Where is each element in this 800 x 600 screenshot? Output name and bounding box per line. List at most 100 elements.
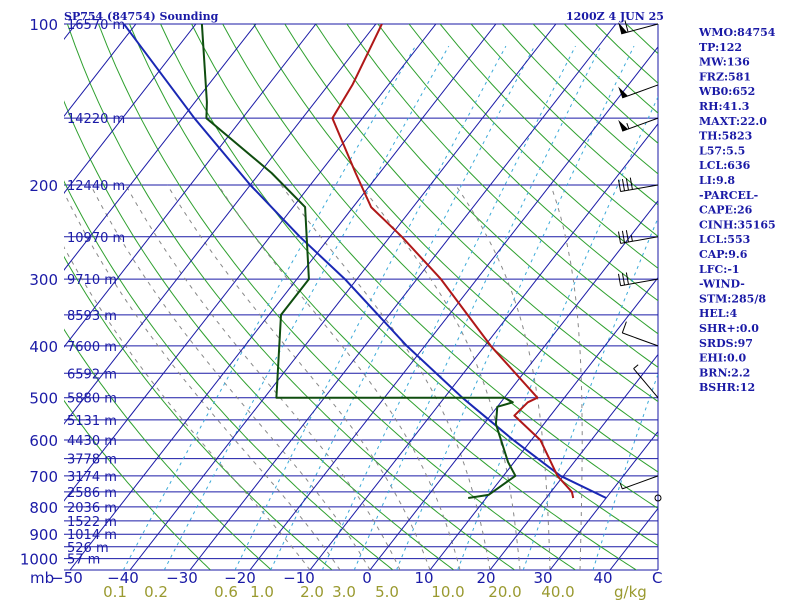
pressure-tick-label: 600 <box>29 432 58 450</box>
height-label: 4430 m <box>67 434 117 449</box>
temperature-tick-label: 20 <box>476 569 495 587</box>
moist-adiabat <box>64 191 341 570</box>
dry-adiabat <box>66 24 515 570</box>
height-label: 9710 m <box>67 273 117 288</box>
mixing-ratio-tick-label: 20.0 <box>488 583 521 600</box>
height-label: 12440 m <box>67 179 125 194</box>
height-label: 2036 m <box>67 501 117 516</box>
height-label: 1014 m <box>67 528 117 543</box>
temperature-tick-label: 40 <box>593 569 612 587</box>
barb-full <box>629 177 633 190</box>
wind-barb <box>618 177 659 193</box>
index-entry: EHI:0.0 <box>699 352 746 365</box>
dewpoint-trace <box>200 24 517 499</box>
pressure-tick-label: 100 <box>29 16 58 34</box>
dry-adiabat <box>160 24 658 547</box>
isotherm-line <box>249 46 658 570</box>
index-entry: LCL:553 <box>699 233 750 246</box>
barb-staff <box>620 236 659 244</box>
pressure-tick-label: 900 <box>29 526 58 544</box>
pressure-unit: mb <box>30 569 54 587</box>
height-label: 2586 m <box>67 486 117 501</box>
isotherm-line <box>64 24 257 271</box>
moist-adiabat <box>455 184 551 570</box>
pressure-tick-label: 400 <box>29 338 58 356</box>
wind-barb <box>619 475 659 490</box>
sounding-profiles <box>123 24 607 499</box>
height-label: 526 m <box>67 541 109 556</box>
height-label: 1522 m <box>67 515 117 530</box>
mixing-ratio-tick-label: 40.0 <box>541 583 574 600</box>
barb-staff <box>621 23 659 35</box>
barb-full <box>625 272 629 285</box>
index-entry: BRN:2.2 <box>699 366 750 379</box>
height-label: 10970 m <box>67 231 125 246</box>
isotherm-line <box>189 24 617 570</box>
height-label: 57 m <box>67 553 100 568</box>
barb-full <box>621 178 626 191</box>
mixing-ratio-tick-label: 3.0 <box>332 583 356 600</box>
wind-barb <box>618 20 659 35</box>
dry-adiabat <box>64 399 211 570</box>
isotherm-line <box>64 24 317 348</box>
barb-half <box>633 364 639 369</box>
index-entry: LFC:-1 <box>699 263 740 276</box>
dry-adiabats <box>64 24 658 570</box>
barb-staff <box>633 368 659 399</box>
dry-adiabat <box>595 24 658 84</box>
dry-adiabat <box>315 24 658 368</box>
mixing-ratio-line <box>321 45 576 570</box>
temperature-tick-label: 30 <box>533 569 552 587</box>
temp-unit: C <box>652 569 662 587</box>
pressure-tick-label: 300 <box>29 271 58 289</box>
index-entry: -PARCEL- <box>699 189 758 202</box>
height-label: 5131 m <box>67 414 117 429</box>
index-entry: BSHR:12 <box>699 381 755 394</box>
barb-staff <box>620 184 659 193</box>
index-entry: TP:122 <box>699 41 742 54</box>
isotherm-line <box>69 24 497 570</box>
pressure-tick-label: 500 <box>29 390 58 408</box>
mixing-ratio-tick-label: 2.0 <box>300 583 324 600</box>
mixing-ratio-tick-label: 5.0 <box>375 583 399 600</box>
calm-wind-circle <box>654 494 662 502</box>
valid-time: 1200Z 4 JUN 25 <box>566 10 664 23</box>
mixing-unit: g/kg <box>614 583 647 600</box>
barb-staff <box>622 117 659 132</box>
index-entry: RH:41.3 <box>699 100 749 113</box>
station-title: SP754 (84754) Sounding <box>64 10 219 23</box>
moist-adiabats <box>64 184 583 570</box>
height-label: 3174 m <box>67 470 117 485</box>
barb-staff <box>622 332 659 347</box>
index-entry: STM:285/8 <box>699 292 766 305</box>
mixing-ratio-line <box>122 45 416 570</box>
index-entry: CAP:9.6 <box>699 248 748 261</box>
isotherm-line <box>64 24 197 194</box>
parcel-trace <box>123 24 607 499</box>
moist-adiabat <box>359 184 521 570</box>
barb-full <box>618 273 622 286</box>
dry-adiabat <box>408 24 658 269</box>
moist-adiabat <box>550 184 583 570</box>
barb-full <box>621 230 626 243</box>
index-entry: HEL:4 <box>699 307 738 320</box>
mixing-ratio-tick-label: 10.0 <box>431 583 464 600</box>
dry-adiabat <box>129 24 637 570</box>
wind-barb <box>618 117 659 132</box>
height-label: 3778 m <box>67 453 117 468</box>
dry-adiabat <box>284 24 658 403</box>
mixing-ratio-lines <box>122 45 658 570</box>
wind-barb <box>633 364 659 399</box>
dry-adiabat <box>64 100 455 570</box>
isotherm-line <box>64 24 77 41</box>
isotherm-line <box>369 199 658 570</box>
dry-adiabat <box>64 328 272 570</box>
moist-adiabat <box>90 184 371 570</box>
barb-full <box>618 231 622 244</box>
wind-barb <box>618 272 659 287</box>
height-label: 6592 m <box>67 367 117 382</box>
index-entry: TH:5823 <box>699 130 752 143</box>
